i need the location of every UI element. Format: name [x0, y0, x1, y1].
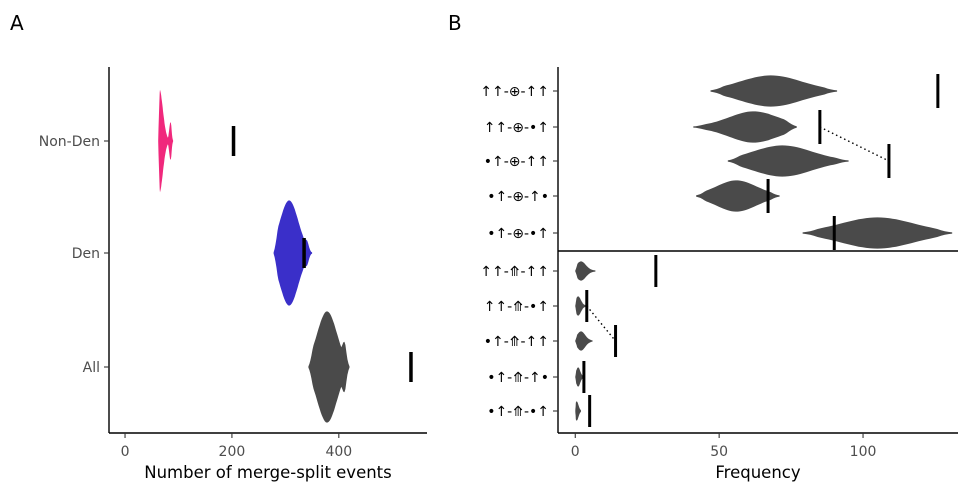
panel-b-x-tick-label: 0 [571, 444, 580, 460]
panel-a-x-tick-label: 0 [121, 444, 130, 460]
panel-b-y-tick-label: ↑↑-⊕-↑↑ [480, 84, 549, 100]
panel-b-y-tick-label: •↑-⤊-•↑ [487, 404, 549, 420]
panel-b-y-tick-label: ↑↑-⤊-•↑ [484, 299, 549, 315]
violin [575, 296, 587, 316]
panel-b-y-tick-label: ↑↑-⊕-•↑ [484, 120, 549, 136]
violin [575, 367, 584, 387]
dotted-link [586, 305, 617, 342]
panel-a-x-title: Number of merge-split events [144, 463, 392, 482]
panel-b-x-tick-label: 50 [710, 444, 728, 460]
violin [802, 217, 953, 249]
panel-b-letter: B [448, 11, 462, 35]
violin [575, 401, 581, 421]
violin-non-den [158, 89, 174, 193]
violin [693, 111, 797, 143]
panel-a-marks: Non-Den Den All 0 200 400 [39, 89, 413, 460]
panel-a: A Non-Den Den All 0 200 400 Number of merge-s… [10, 11, 427, 482]
dotted-link [819, 126, 890, 162]
violin-all [308, 311, 350, 423]
violin [575, 261, 596, 281]
panel-a-x-tick-label: 400 [325, 444, 352, 460]
panel-a-y-tick-label: Non-Den [39, 134, 100, 150]
panel-b-y-tick-label: •↑-⤊-↑• [487, 370, 549, 386]
violin [710, 75, 838, 107]
panel-a-letter: A [10, 11, 24, 35]
panel-b-y-tick-label: •↑-⊕-↑• [487, 189, 549, 205]
violin [575, 331, 593, 351]
panel-b-x-tick-label: 100 [850, 444, 877, 460]
panel-b-y-tick-label: ↑↑-⤊-↑↑ [480, 264, 549, 280]
violin [727, 145, 849, 177]
panel-a-x-tick-label: 200 [219, 444, 246, 460]
violin [696, 180, 780, 212]
violin-den [273, 200, 313, 306]
panel-b-y-tick-label: •↑-⤊-↑↑ [484, 334, 549, 350]
panel-b: B ↑↑-⊕-↑↑↑↑-⊕-•↑•↑-⊕-↑↑•↑-⊕-↑••↑-⊕-•↑↑↑-… [448, 11, 958, 482]
panel-b-y-tick-label: •↑-⊕-•↑ [487, 226, 549, 242]
panel-b-y-tick-label: •↑-⊕-↑↑ [484, 154, 549, 170]
panel-a-y-tick-label: All [83, 360, 100, 376]
panel-a-y-tick-label: Den [72, 246, 100, 262]
panel-b-marks: ↑↑-⊕-↑↑ ↑↑-⊕-•↑ •↑-⊕-↑↑ •↑-⊕-↑• •↑-⊕-•↑ ↑↑-⤊-… [480, 74, 953, 460]
panel-b-x-title: Frequency [715, 463, 800, 482]
